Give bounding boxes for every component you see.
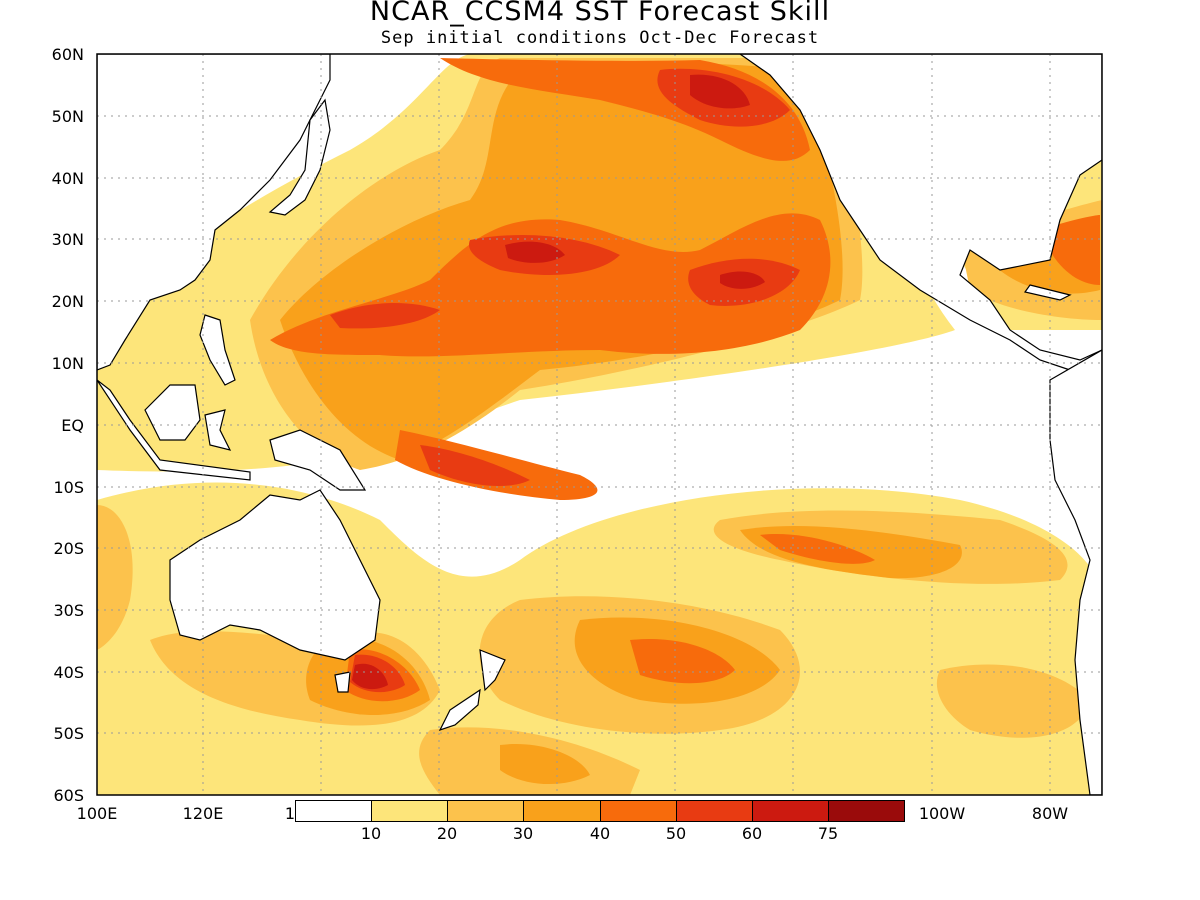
- lat-label-60s: 60S: [53, 786, 84, 805]
- lat-label-10s: 10S: [53, 478, 84, 497]
- colorbar-bin: [752, 801, 829, 821]
- colorbar-bin: [372, 801, 449, 821]
- lat-label-20n: 20N: [51, 292, 84, 311]
- colorbar-bin: [828, 801, 904, 821]
- colorbar: [295, 800, 905, 822]
- colorbar-label-30: 30: [512, 824, 534, 843]
- graticule: [97, 54, 1102, 795]
- lat-label-20s: 20S: [53, 539, 84, 558]
- colorbar-bin: [296, 801, 373, 821]
- colorbar-bin: [676, 801, 753, 821]
- lon-label-120e: 120E: [182, 804, 224, 823]
- lat-label-10n: 10N: [51, 354, 84, 373]
- colorbar-label-40: 40: [589, 824, 611, 843]
- lat-label-eq: EQ: [61, 416, 84, 435]
- coastlines: [97, 54, 1102, 795]
- lat-label-50n: 50N: [51, 107, 84, 126]
- colorbar-label-75: 75: [817, 824, 839, 843]
- colorbar-label-10: 10: [360, 824, 382, 843]
- lon-label-100w: 100W: [918, 804, 966, 823]
- colorbar-bin: [448, 801, 525, 821]
- lat-label-50s: 50S: [53, 724, 84, 743]
- lon-label-80w: 80W: [1031, 804, 1069, 823]
- colorbar-bin: [524, 801, 601, 821]
- lat-label-40s: 40S: [53, 663, 84, 682]
- lat-label-30s: 30S: [53, 601, 84, 620]
- map-title: NCAR_CCSM4 SST Forecast Skill: [369, 0, 831, 27]
- lat-label-40n: 40N: [51, 169, 84, 188]
- colorbar-label-50: 50: [665, 824, 687, 843]
- colorbar-bin: [600, 801, 677, 821]
- plot-frame: [96, 53, 1103, 796]
- lat-label-60n: 60N: [51, 45, 84, 64]
- lon-label-100e: 100E: [76, 804, 118, 823]
- lat-label-30n: 30N: [51, 230, 84, 249]
- lon-label-partial: 1: [284, 804, 296, 823]
- colorbar-label-60: 60: [741, 824, 763, 843]
- map-subtitle: Sep initial conditions Oct-Dec Forecast: [380, 28, 820, 48]
- colorbar-label-20: 20: [436, 824, 458, 843]
- skill-level-60: [352, 74, 765, 690]
- skill-field: [97, 54, 1102, 795]
